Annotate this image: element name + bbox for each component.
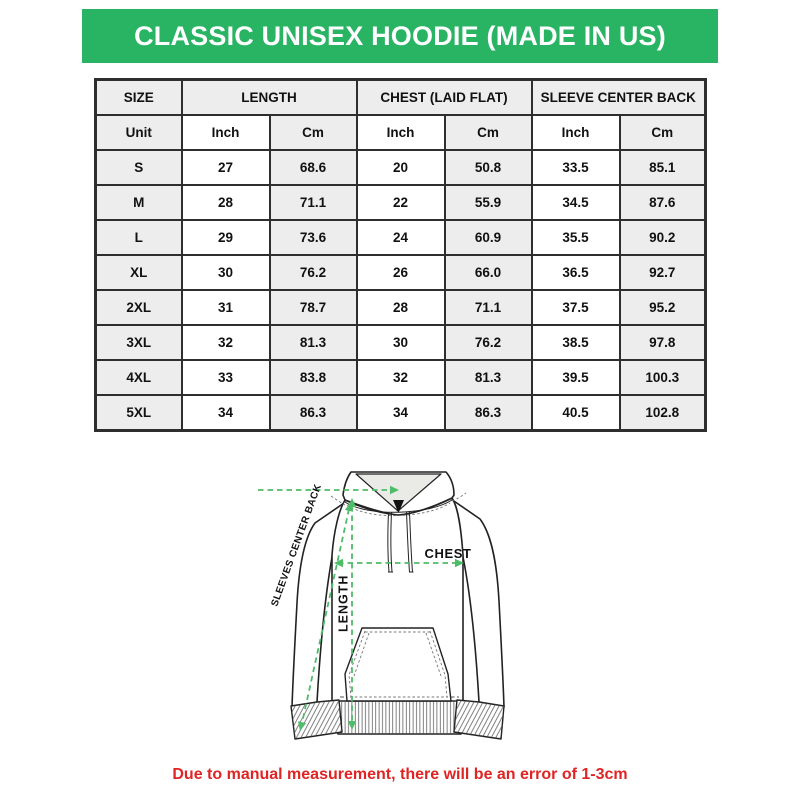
header-length: LENGTH	[180, 78, 358, 116]
size-cell: S	[94, 149, 183, 186]
table-row: 4XL 33 83.8 32 81.3 39.5 100.3	[94, 359, 707, 396]
arrowhead	[334, 558, 343, 568]
measurement-arrows	[258, 485, 464, 731]
table-cell: 76.2	[443, 324, 533, 361]
table-cell: 50.8	[443, 149, 533, 186]
table-cell: 87.6	[618, 184, 707, 221]
table-cell: 30	[355, 324, 446, 361]
unit-row: Unit Inch Cm Inch Cm Inch Cm	[94, 114, 707, 151]
unit-cell: Cm	[268, 114, 358, 151]
table-cell: 36.5	[530, 254, 621, 291]
table-cell: 92.7	[618, 254, 707, 291]
table-cell: 38.5	[530, 324, 621, 361]
table-row: 2XL 31 78.7 28 71.1 37.5 95.2	[94, 289, 707, 326]
table-row: L 29 73.6 24 60.9 35.5 90.2	[94, 219, 707, 256]
table-cell: 26	[355, 254, 446, 291]
table-cell: 20	[355, 149, 446, 186]
hoodie-drawstrings	[387, 511, 414, 573]
table-cell: 32	[180, 324, 271, 361]
table-cell: 40.5	[530, 394, 621, 432]
arrowhead	[347, 721, 357, 730]
table-cell: 81.3	[443, 359, 533, 396]
table-cell: 68.6	[268, 149, 358, 186]
arrowhead	[297, 721, 307, 731]
table-cell: 78.7	[268, 289, 358, 326]
header-chest: CHEST (LAID FLAT)	[355, 78, 533, 116]
table-cell: 34	[355, 394, 446, 432]
table-cell: 37.5	[530, 289, 621, 326]
hoodie-measurement-diagram: CHEST LENGTH SLEEVES CENTER BACK	[258, 471, 505, 740]
table-cell: 35.5	[530, 219, 621, 256]
size-cell: 5XL	[94, 394, 183, 432]
length-label: LENGTH	[337, 575, 351, 632]
table-cell: 33	[180, 359, 271, 396]
table-cell: 73.6	[268, 219, 358, 256]
table-cell: 34.5	[530, 184, 621, 221]
size-cell: 2XL	[94, 289, 183, 326]
table-cell: 30	[180, 254, 271, 291]
table-cell: 100.3	[618, 359, 707, 396]
table-cell: 97.8	[618, 324, 707, 361]
table-cell: 95.2	[618, 289, 707, 326]
header-size: SIZE	[94, 78, 183, 116]
hoodie-pocket	[344, 627, 452, 702]
measurement-disclaimer: Due to manual measurement, there will be…	[172, 766, 628, 783]
size-cell: 4XL	[94, 359, 183, 396]
chest-label: CHEST	[424, 546, 471, 561]
title-banner: CLASSIC UNISEX HOODIE (MADE IN US)	[82, 9, 718, 63]
table-cell: 31	[180, 289, 271, 326]
table-cell: 71.1	[443, 289, 533, 326]
table-row: XL 30 76.2 26 66.0 36.5 92.7	[94, 254, 707, 291]
table-cell: 85.1	[618, 149, 707, 186]
table-cell: 76.2	[268, 254, 358, 291]
size-cell: L	[94, 219, 183, 256]
table-row: 3XL 32 81.3 30 76.2 38.5 97.8	[94, 324, 707, 361]
table-cell: 28	[180, 184, 271, 221]
table-cell: 32	[355, 359, 446, 396]
table-cell: 83.8	[268, 359, 358, 396]
table-cell: 34	[180, 394, 271, 432]
table-cell: 29	[180, 219, 271, 256]
table-header-row: SIZE LENGTH CHEST (LAID FLAT) SLEEVE CEN…	[94, 78, 707, 116]
header-sleeve: SLEEVE CENTER BACK	[530, 78, 707, 116]
sleeve-line	[301, 508, 350, 724]
table-row: M 28 71.1 22 55.9 34.5 87.6	[94, 184, 707, 221]
table-row: S 27 68.6 20 50.8 33.5 85.1	[94, 149, 707, 186]
arrowhead	[455, 558, 464, 568]
hoodie-hem-band	[337, 696, 462, 735]
table-cell: 24	[355, 219, 446, 256]
hoodie-cuffs	[290, 699, 505, 740]
table-cell: 66.0	[443, 254, 533, 291]
page-title: CLASSIC UNISEX HOODIE (MADE IN US)	[134, 20, 666, 51]
size-cell: XL	[94, 254, 183, 291]
unit-label-cell: Unit	[94, 114, 183, 151]
table-cell: 39.5	[530, 359, 621, 396]
unit-cell: Inch	[530, 114, 621, 151]
hoodie-hood	[330, 471, 467, 517]
table-row: 5XL 34 86.3 34 86.3 40.5 102.8	[94, 394, 707, 432]
unit-cell: Cm	[443, 114, 533, 151]
size-cell: 3XL	[94, 324, 183, 361]
table-cell: 86.3	[268, 394, 358, 432]
size-table: SIZE LENGTH CHEST (LAID FLAT) SLEEVE CEN…	[94, 78, 708, 432]
arrowhead	[344, 502, 354, 512]
unit-cell: Cm	[618, 114, 707, 151]
table-cell: 33.5	[530, 149, 621, 186]
arrowhead	[390, 485, 399, 495]
unit-cell: Inch	[355, 114, 446, 151]
table-cell: 90.2	[618, 219, 707, 256]
table-cell: 71.1	[268, 184, 358, 221]
table-cell: 22	[355, 184, 446, 221]
table-cell: 102.8	[618, 394, 707, 432]
size-cell: M	[94, 184, 183, 221]
unit-cell: Inch	[180, 114, 271, 151]
table-cell: 86.3	[443, 394, 533, 432]
table-cell: 27	[180, 149, 271, 186]
table-cell: 55.9	[443, 184, 533, 221]
table-cell: 28	[355, 289, 446, 326]
table-cell: 81.3	[268, 324, 358, 361]
table-cell: 60.9	[443, 219, 533, 256]
